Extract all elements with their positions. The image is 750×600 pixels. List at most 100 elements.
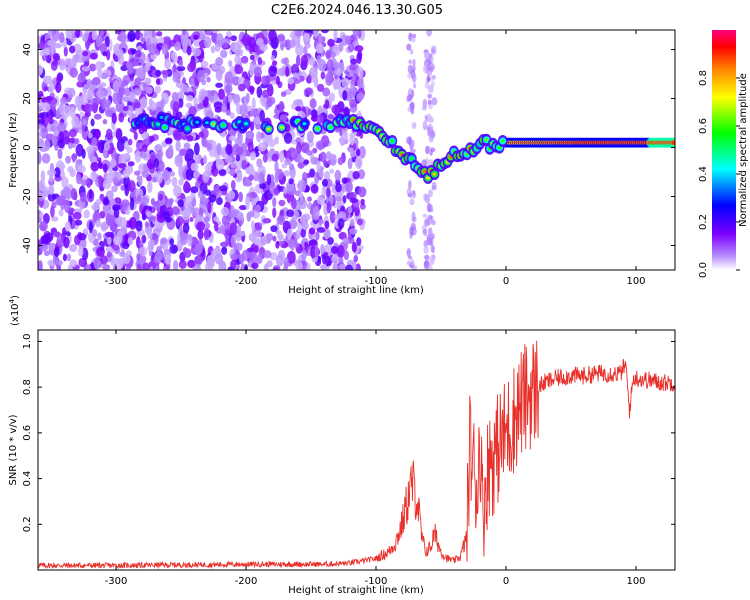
heatmap-cell: [274, 171, 279, 184]
heatmap-cell: [68, 128, 77, 138]
heatmap-cell: [53, 247, 60, 258]
heatmap-cell: [59, 102, 66, 116]
heatmap-cell: [210, 45, 216, 54]
heatmap-cell: [430, 243, 435, 253]
heatmap-cell: [85, 264, 92, 270]
heatmap-cell: [316, 227, 326, 233]
heatmap-cell: [221, 246, 228, 255]
heatmap-cell: [313, 30, 319, 38]
heatmap-cell: [283, 132, 293, 144]
heatmap-cell: [167, 144, 174, 157]
heatmap-cell: [671, 141, 675, 144]
heatmap-cell: [219, 49, 228, 59]
heatmap-cell: [274, 160, 279, 174]
heatmap-cell: [184, 153, 190, 162]
heatmap-cell: [127, 138, 133, 146]
heatmap-cell: [310, 156, 318, 165]
y-tick-label: 0.8: [22, 379, 33, 395]
heatmap-cell: [120, 184, 125, 191]
heatmap-cell: [311, 108, 318, 119]
heatmap-cell: [39, 50, 46, 57]
heatmap-cell: [275, 75, 280, 86]
heatmap-cell: [158, 193, 164, 201]
colorbar-tick-label: 0.4: [698, 166, 709, 182]
heatmap-cell: [57, 122, 67, 134]
heatmap-cell: [409, 157, 414, 161]
heatmap-cell: [221, 214, 231, 226]
heatmap-cell: [324, 99, 330, 109]
heatmap-cell: [74, 219, 83, 226]
heatmap-cell: [215, 57, 224, 67]
heatmap-cell: [259, 95, 268, 105]
heatmap-cell: [329, 168, 335, 174]
heatmap-cell: [119, 30, 127, 43]
heatmap-cell: [427, 63, 431, 71]
heatmap-cell: [122, 105, 129, 112]
heatmap-cell: [303, 45, 308, 56]
heatmap-cell: [347, 43, 355, 53]
heatmap-cell: [57, 148, 63, 160]
heatmap-cell: [266, 97, 273, 108]
heatmap-cell: [309, 56, 315, 66]
heatmap-cell: [427, 99, 432, 105]
heatmap-cell: [254, 116, 261, 125]
heatmap-cell: [171, 206, 180, 215]
heatmap-cell: [411, 73, 417, 84]
heatmap-cell: [206, 259, 215, 269]
heatmap-cell: [287, 195, 295, 202]
heatmap-cell: [113, 263, 118, 270]
heatmap-cell: [331, 254, 340, 264]
y-tick-label: -20: [22, 188, 33, 204]
heatmap-cell: [127, 61, 134, 75]
heatmap-cell: [172, 129, 180, 139]
heatmap-cell: [47, 192, 56, 202]
heatmap-cell: [286, 209, 295, 217]
heatmap-cell: [91, 101, 99, 114]
heatmap-cell: [356, 52, 362, 65]
heatmap-cell: [251, 262, 259, 270]
heatmap-cell: [241, 159, 247, 170]
heatmap-cell: [213, 216, 220, 222]
heatmap-cell: [301, 249, 307, 261]
heatmap-cell: [279, 209, 285, 217]
heatmap-cell: [62, 130, 70, 142]
heatmap-cell: [105, 128, 113, 138]
heatmap-cell: [320, 244, 325, 255]
heatmap-cell: [257, 56, 263, 65]
heatmap-cell: [102, 51, 108, 57]
heatmap-cell: [211, 122, 216, 126]
heatmap-cell: [409, 234, 413, 240]
heatmap-cell: [203, 36, 212, 49]
heatmap-cell: [142, 262, 150, 270]
heatmap-cell: [51, 216, 59, 222]
heatmap-cell: [230, 42, 239, 53]
heatmap-cell: [144, 221, 150, 228]
heatmap-cell: [411, 139, 415, 149]
heatmap-cell: [127, 30, 136, 42]
heatmap-cell: [484, 138, 489, 142]
heatmap-cell: [335, 182, 342, 193]
heatmap-cell: [71, 153, 77, 163]
heatmap-cell: [424, 218, 430, 227]
heatmap-cell: [410, 107, 415, 115]
heatmap-cell: [162, 169, 170, 182]
heatmap-cell: [232, 93, 241, 104]
heatmap-cell: [213, 101, 223, 110]
heatmap-cell: [238, 253, 245, 264]
heatmap-cell: [234, 54, 242, 65]
heatmap-cell: [47, 169, 56, 177]
heatmap-cell: [408, 179, 412, 190]
heatmap-cell: [352, 30, 360, 37]
heatmap-cell: [103, 99, 112, 108]
heatmap-cell: [309, 66, 318, 80]
heatmap-cell: [38, 104, 43, 111]
heatmap-cell: [278, 100, 284, 113]
heatmap-cell: [289, 218, 298, 230]
heatmap-cell: [41, 153, 51, 164]
heatmap-cell: [303, 30, 313, 33]
heatmap-cell: [317, 59, 327, 72]
heatmap-cell: [88, 63, 97, 72]
heatmap-cell: [293, 99, 302, 106]
heatmap-cell: [225, 155, 233, 164]
heatmap-cell: [187, 62, 196, 73]
